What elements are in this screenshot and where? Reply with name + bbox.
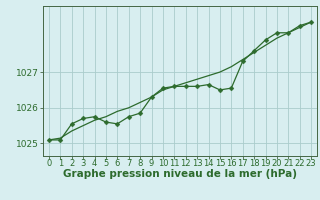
X-axis label: Graphe pression niveau de la mer (hPa): Graphe pression niveau de la mer (hPa) (63, 169, 297, 179)
